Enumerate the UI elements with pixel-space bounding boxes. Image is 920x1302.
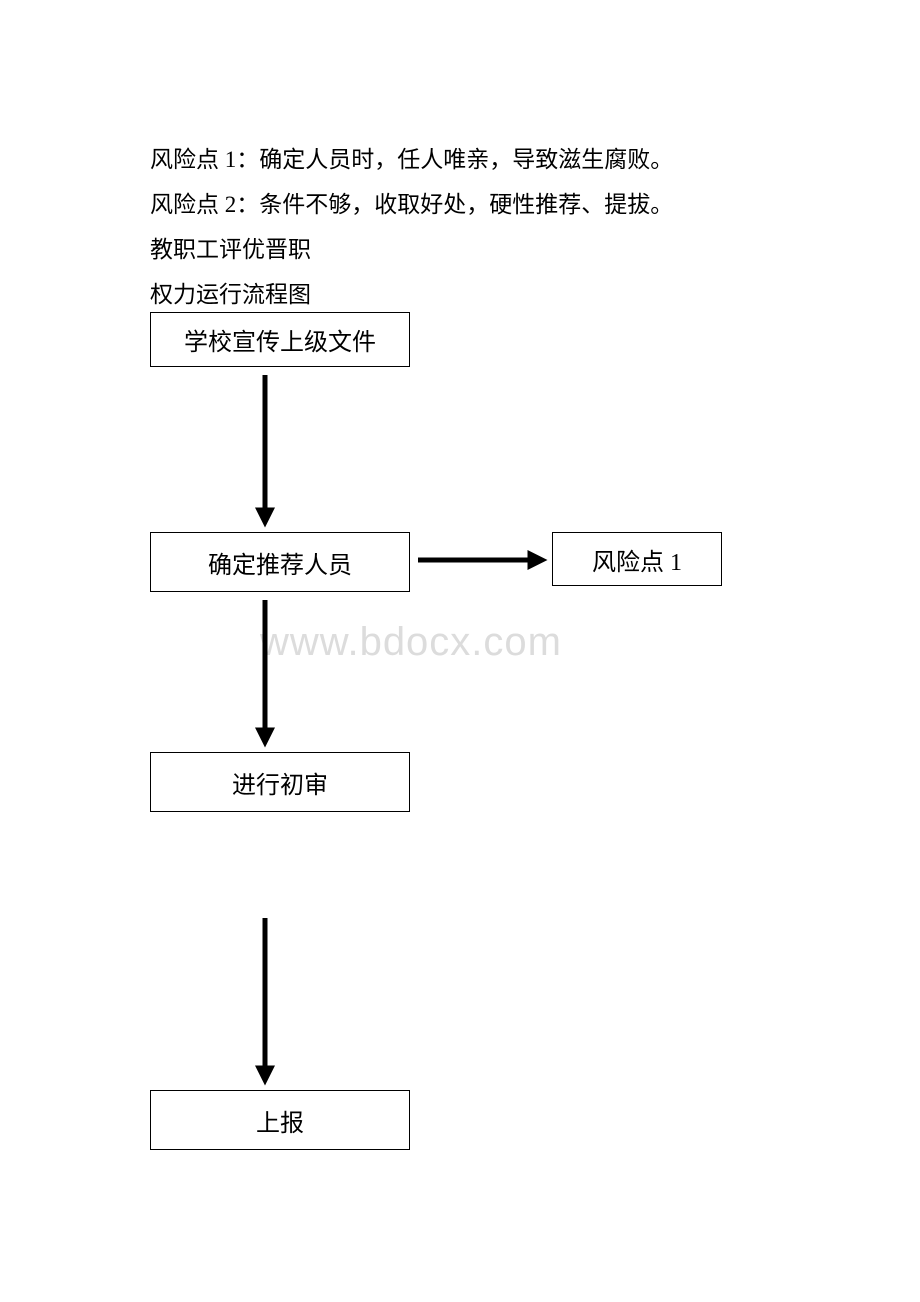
page: 风险点 1：确定人员时，任人唯亲，导致滋生腐败。 风险点 2：条件不够，收取好处… xyxy=(0,0,920,1302)
arrow-1 xyxy=(0,0,920,1302)
